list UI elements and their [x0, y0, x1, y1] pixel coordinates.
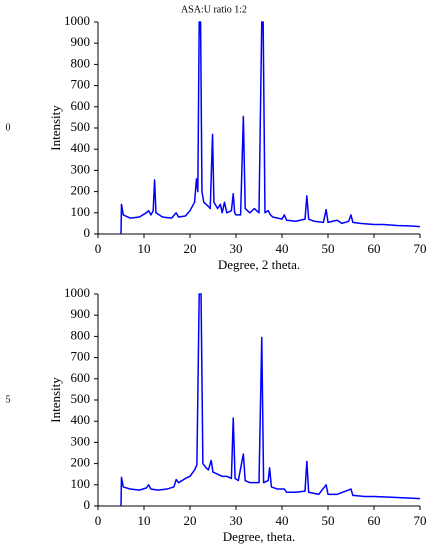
y-tick-label: 100: [71, 476, 91, 491]
side-label: 0: [6, 122, 11, 133]
y-tick-label: 300: [71, 433, 91, 448]
y-tick-label: 900: [71, 306, 91, 321]
chart-title: ASA:U ratio 1:2: [181, 4, 247, 15]
y-tick-label: 0: [84, 225, 91, 240]
y-axis-label: Intensity: [48, 105, 63, 151]
y-tick-label: 800: [71, 55, 91, 70]
y-tick-label: 700: [71, 349, 91, 364]
y-tick-label: 1000: [64, 13, 90, 28]
data-line: [120, 293, 421, 507]
x-tick-label: 50: [322, 513, 335, 528]
x-tick-label: 0: [95, 241, 102, 256]
x-tick-label: 20: [184, 513, 197, 528]
x-tick-label: 40: [276, 513, 289, 528]
y-tick-label: 700: [71, 77, 91, 92]
x-tick-label: 10: [138, 241, 151, 256]
y-tick-label: 400: [71, 140, 91, 155]
y-tick-label: 500: [71, 119, 91, 134]
x-tick-label: 50: [322, 241, 335, 256]
x-tick-label: 30: [230, 513, 243, 528]
y-tick-label: 1000: [64, 285, 90, 300]
x-tick-label: 20: [184, 241, 197, 256]
x-tick-label: 60: [368, 241, 381, 256]
y-tick-label: 100: [71, 204, 91, 219]
y-tick-label: 600: [71, 98, 91, 113]
y-tick-label: 300: [71, 161, 91, 176]
y-tick-label: 200: [71, 183, 91, 198]
y-tick-label: 600: [71, 370, 91, 385]
y-tick-label: 0: [84, 497, 91, 512]
x-tick-label: 0: [95, 513, 102, 528]
data-line: [120, 21, 421, 235]
x-axis-label: Degree, 2 theta.: [218, 257, 300, 272]
y-tick-label: 800: [71, 327, 91, 342]
y-tick-label: 900: [71, 34, 91, 49]
x-tick-label: 10: [138, 513, 151, 528]
x-tick-label: 70: [414, 513, 427, 528]
y-tick-label: 500: [71, 391, 91, 406]
side-label: 5: [6, 394, 11, 405]
y-axis-label: Intensity: [48, 377, 63, 423]
x-axis-label: Degree, theta.: [223, 529, 296, 544]
x-tick-label: 40: [276, 241, 289, 256]
x-tick-label: 30: [230, 241, 243, 256]
x-tick-label: 60: [368, 513, 381, 528]
y-tick-label: 400: [71, 412, 91, 427]
x-tick-label: 70: [414, 241, 427, 256]
y-tick-label: 200: [71, 455, 91, 470]
